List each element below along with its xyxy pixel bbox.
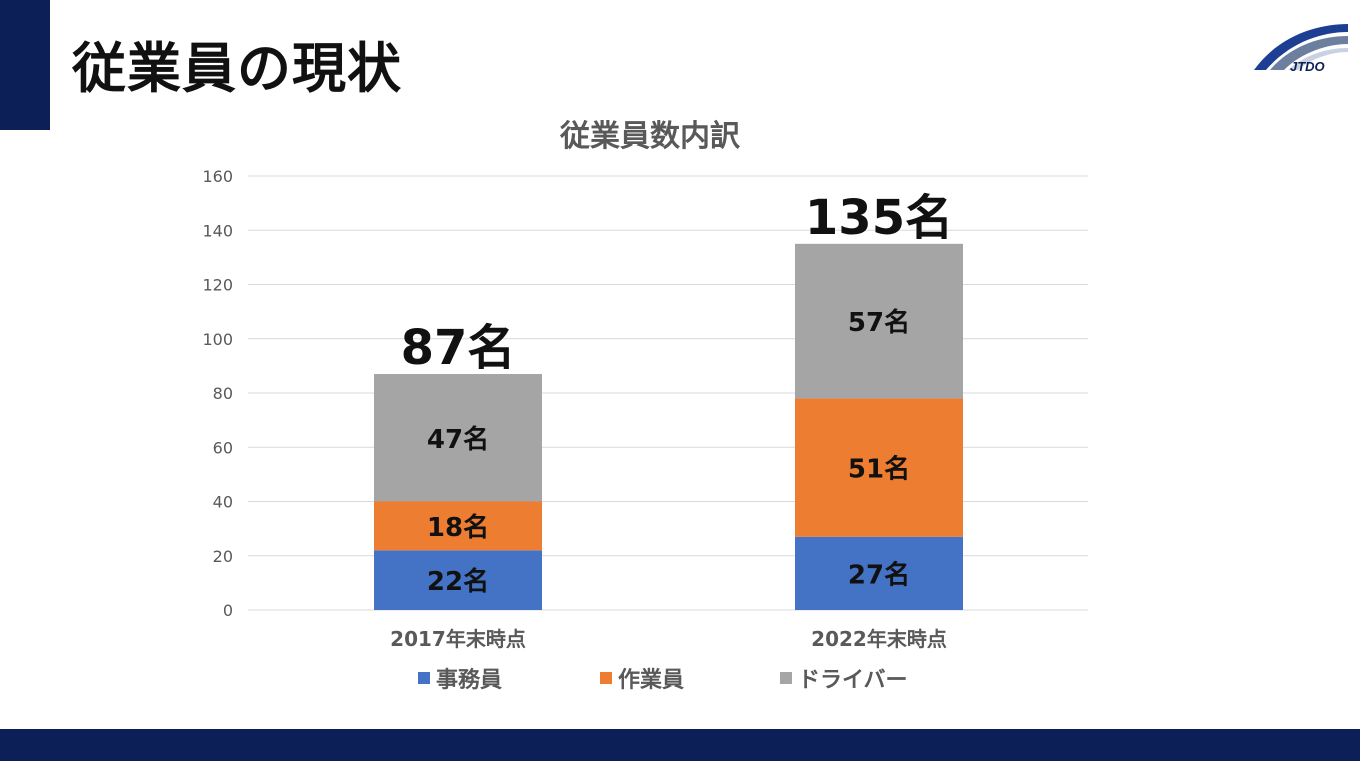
jtdo-logo: JTDO bbox=[1254, 24, 1348, 74]
legend-swatch-driver bbox=[780, 672, 792, 684]
title-accent-bar bbox=[0, 0, 50, 130]
legend-item-driver: ドライバー bbox=[780, 663, 908, 693]
y-tick-label: 100 bbox=[202, 330, 233, 349]
bar-segment-sagyoin bbox=[795, 398, 963, 537]
legend-swatch-sagyoin bbox=[600, 672, 612, 684]
data-label-sagyoin: 18名 bbox=[427, 512, 489, 543]
total-label: 87名 bbox=[401, 320, 516, 376]
bar-segment-jimuin bbox=[374, 550, 542, 610]
data-labels: 22名 18名 47名 87名 27名 51名 57名 135名 bbox=[401, 190, 954, 597]
bar-segment-jimuin bbox=[795, 536, 963, 610]
page-title: 従業員の現状 bbox=[72, 37, 402, 100]
x-tick-label: 2017年末時点 bbox=[390, 627, 526, 651]
y-tick-label: 160 bbox=[202, 167, 233, 186]
legend-label-driver: ドライバー bbox=[798, 668, 908, 693]
y-tick-label: 0 bbox=[223, 601, 233, 620]
x-axis-ticks: 2017年末時点 2022年末時点 bbox=[390, 627, 947, 651]
logo-text: JTDO bbox=[1290, 59, 1325, 74]
logo-swoosh-outer bbox=[1254, 24, 1348, 70]
y-tick-label: 40 bbox=[213, 493, 233, 512]
legend-label-jimuin: 事務員 bbox=[436, 668, 503, 693]
logo-swoosh-middle bbox=[1270, 36, 1348, 70]
bar-segment-sagyoin bbox=[374, 501, 542, 551]
y-tick-label: 140 bbox=[202, 221, 233, 240]
legend-swatch-jimuin bbox=[418, 672, 430, 684]
data-label-jimuin: 27名 bbox=[848, 559, 910, 590]
legend-label-sagyoin: 作業員 bbox=[618, 668, 685, 693]
y-tick-label: 60 bbox=[213, 438, 233, 457]
legend-item-jimuin: 事務員 bbox=[418, 663, 502, 693]
data-label-driver: 57名 bbox=[848, 307, 910, 338]
y-tick-label: 120 bbox=[202, 276, 233, 295]
bar-segment-driver bbox=[795, 243, 963, 399]
logo-swoosh-inner bbox=[1288, 48, 1348, 70]
data-label-jimuin: 22名 bbox=[427, 566, 489, 597]
y-tick-label: 20 bbox=[213, 547, 233, 566]
legend-item-sagyoin: 作業員 bbox=[600, 663, 684, 693]
total-label: 135名 bbox=[805, 190, 953, 246]
bars bbox=[374, 243, 963, 610]
x-tick-label: 2022年末時点 bbox=[811, 627, 947, 651]
bar-segment-driver bbox=[374, 374, 542, 502]
data-label-driver: 47名 bbox=[427, 424, 489, 455]
chart-title: 従業員数内訳 bbox=[559, 119, 741, 154]
y-axis-ticks: 0 20 40 60 80 100 120 140 160 bbox=[202, 167, 233, 620]
data-label-sagyoin: 51名 bbox=[848, 454, 910, 485]
footer-bar bbox=[0, 729, 1360, 761]
y-tick-label: 80 bbox=[213, 384, 233, 403]
